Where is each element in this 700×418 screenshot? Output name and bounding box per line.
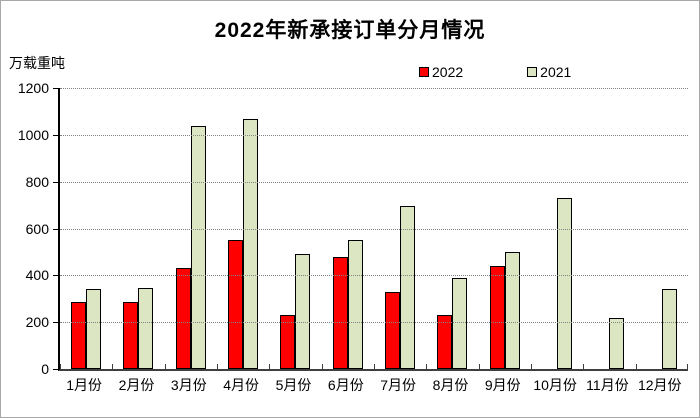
x-axis-tick [217, 364, 218, 369]
bar-2022-5月份 [280, 315, 296, 369]
x-axis-tick [112, 364, 114, 369]
y-tick-label-200: 200 [25, 314, 49, 331]
bar-2021-7月份 [400, 206, 416, 369]
bar-2022-4月份 [228, 240, 244, 369]
bar-2022-2月份 [123, 302, 139, 369]
bar-group-11月份 [583, 88, 635, 369]
bar-2021-4月份 [243, 119, 259, 369]
x-tick-label-9月份: 9月份 [484, 377, 521, 393]
bar-2021-2月份 [138, 288, 154, 369]
x-axis-tick [164, 364, 166, 369]
bar-2021-10月份 [557, 198, 573, 369]
bar-group-1月份 [60, 88, 112, 369]
gridline-800 [60, 181, 688, 183]
legend-label-2022: 2022 [432, 64, 464, 80]
gridline-400 [60, 275, 688, 277]
y-axis-tick [53, 275, 58, 277]
bar-2021-6月份 [347, 240, 363, 369]
bar-group-10月份 [531, 88, 583, 369]
gridline-1000 [60, 134, 688, 136]
bar-group-8月份 [426, 88, 478, 369]
y-tick-label-400: 400 [25, 267, 49, 284]
x-tick-label-7月份: 7月份 [380, 377, 417, 393]
bar-2021-8月份 [452, 278, 468, 369]
y-axis-tick [53, 228, 58, 230]
bar-group-5月份 [269, 88, 321, 369]
x-tick-label-4月份: 4月份 [223, 377, 260, 393]
bar-2021-5月份 [295, 254, 311, 369]
x-axis-tick [60, 364, 61, 369]
y-tick-label-600: 600 [25, 220, 49, 237]
x-tick-label-2月份: 2月份 [118, 377, 155, 393]
x-axis-tick [687, 364, 688, 369]
gridline-600 [60, 228, 688, 230]
bar-2021-1月份 [86, 289, 102, 369]
x-axis-tick [374, 364, 375, 369]
bar-group-4月份 [217, 88, 269, 369]
y-axis-tick [53, 181, 58, 183]
legend-swatch-2022 [419, 67, 429, 77]
bar-2022-8月份 [437, 315, 453, 369]
gridline-200 [60, 322, 688, 324]
x-axis-tick [478, 364, 480, 369]
bar-2022-7月份 [385, 292, 401, 369]
x-axis-tick [531, 364, 532, 369]
plot-area [53, 88, 688, 371]
bar-2022-3月份 [175, 268, 191, 369]
y-axis-tick-labels: 0 200 400 600 800 1000 1200 [1, 80, 49, 377]
x-tick-label-6月份: 6月份 [327, 377, 364, 393]
chart-title: 2022年新承接订单分月情况 [214, 19, 486, 42]
x-tick-label-11月份: 11月份 [586, 377, 629, 393]
y-axis-unit-label: 万载重吨 [9, 55, 65, 71]
bar-group-3月份 [165, 88, 217, 369]
x-tick-label-10月份: 10月份 [533, 377, 577, 393]
x-axis-tick [635, 364, 637, 369]
bar-2022-9月份 [489, 266, 505, 369]
bar-group-6月份 [322, 88, 374, 369]
bar-2021-3月份 [190, 126, 206, 369]
bar-2022-6月份 [332, 257, 348, 369]
y-axis-tick [53, 134, 58, 136]
x-axis-tick [583, 364, 585, 369]
y-tick-label-1200: 1200 [17, 80, 49, 96]
legend: 2022 2021 [419, 64, 571, 80]
y-axis-tick [53, 369, 58, 370]
y-axis-tick [53, 88, 58, 89]
bar-2021-12月份 [661, 289, 677, 369]
x-tick-label-1月份: 1月份 [66, 377, 103, 393]
x-axis-tick [269, 364, 271, 369]
x-axis-tick [321, 364, 323, 369]
x-tick-label-3月份: 3月份 [170, 377, 207, 393]
gridline-1200 [60, 88, 688, 89]
legend-swatch-2021 [527, 67, 538, 77]
bar-2021-9月份 [504, 252, 520, 369]
y-tick-label-0: 0 [41, 361, 49, 377]
bar-group-2月份 [112, 88, 164, 369]
y-tick-label-800: 800 [25, 173, 49, 190]
y-axis-tick [53, 322, 58, 324]
legend-item-2022: 2022 [419, 64, 463, 80]
bar-2022-1月份 [71, 302, 87, 369]
x-tick-label-5月份: 5月份 [275, 377, 312, 393]
x-axis-tick-labels: 1月份 2月份 3月份 4月份 5月份 6月份 7月份 8月份 9月份 10月份 11月份 12月份 [58, 375, 686, 395]
bars-layer [60, 88, 688, 369]
bar-group-9月份 [479, 88, 531, 369]
bar-2021-11月份 [609, 318, 625, 369]
legend-label-2021: 2021 [540, 64, 572, 80]
x-tick-label-12月份: 12月份 [637, 377, 682, 393]
bar-group-12月份 [636, 88, 688, 369]
bar-group-7月份 [374, 88, 426, 369]
x-tick-label-8月份: 8月份 [432, 377, 469, 393]
x-axis-tick [426, 364, 428, 369]
legend-item-2021: 2021 [527, 64, 571, 80]
y-tick-label-1000: 1000 [17, 126, 49, 143]
